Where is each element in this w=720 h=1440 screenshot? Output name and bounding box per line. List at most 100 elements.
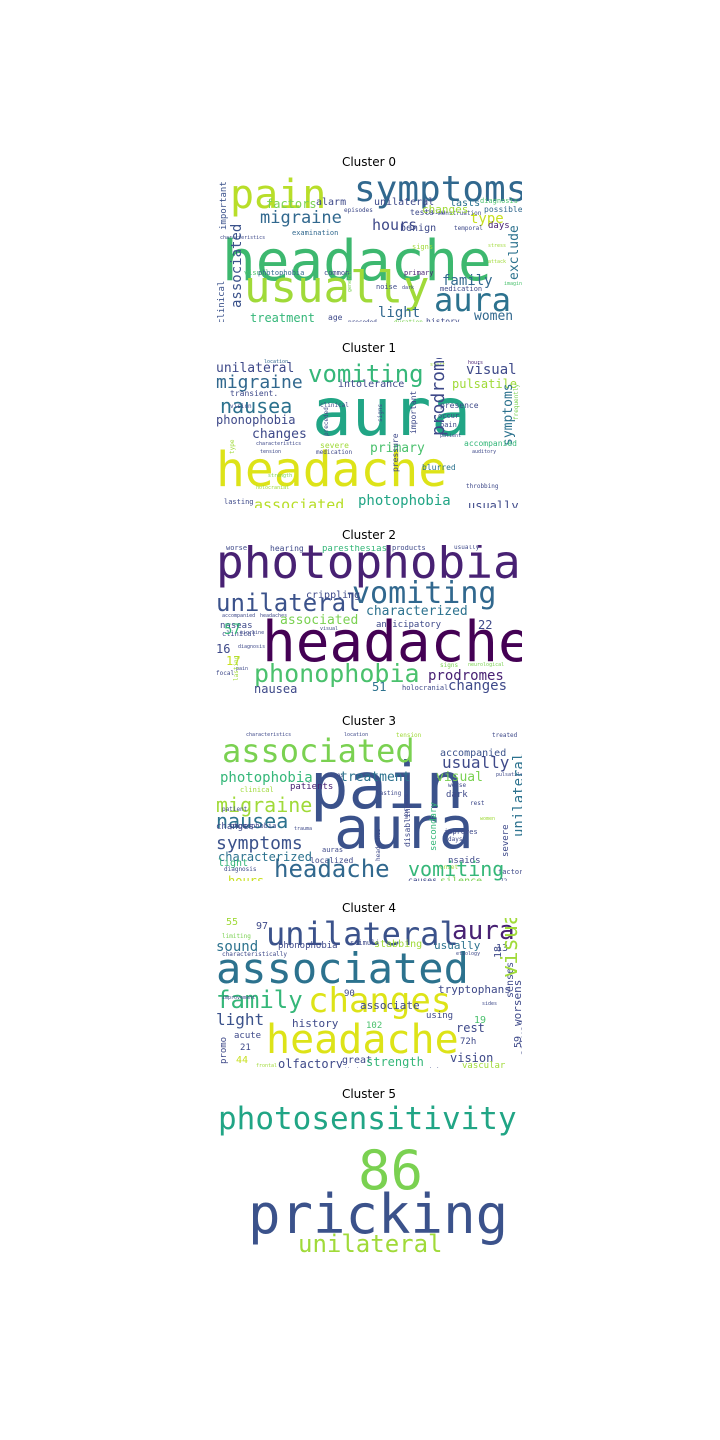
cloud-word: patient <box>440 433 462 439</box>
cluster-title: Cluster 5 <box>341 1087 397 1101</box>
cloud-word: light <box>378 305 421 321</box>
cloud-word: migraine <box>216 372 303 393</box>
cloud-word: auditory <box>472 449 497 455</box>
cloud-word: noise <box>376 283 398 291</box>
cloud-word: 51 <box>372 680 387 694</box>
cloud-word: limiting <box>222 933 251 940</box>
cloud-word: anticipatory <box>376 620 442 630</box>
cloud-word: photophobia <box>358 493 451 508</box>
cloud-word: pulsatile <box>452 377 518 391</box>
cloud-word: hearing <box>270 545 304 553</box>
cloud-word: primary <box>370 441 425 456</box>
cloud-word: hours <box>228 874 265 881</box>
cloud-word: location <box>344 732 369 738</box>
cloud-word: changes <box>422 203 469 216</box>
cloud-word: menstruation <box>438 210 482 217</box>
cloud-word: usually <box>442 753 510 772</box>
cloud-word: vomiting <box>308 360 424 388</box>
cloud-word: severe <box>501 824 511 857</box>
cloud-word: intolerance <box>338 379 405 390</box>
wordcloud-panel: photophobia worse hearing paresthesias produ… <box>216 545 522 695</box>
cloud-word: great <box>342 1055 373 1066</box>
cloud-word: aura <box>434 281 512 319</box>
cloud-word: tryptophans <box>438 983 511 996</box>
cloud-word: focal <box>216 670 235 677</box>
cloud-word: products <box>392 545 426 552</box>
cloud-word: strength <box>268 473 293 479</box>
cloud-word: unilateral <box>298 1230 443 1254</box>
cloud-word: worse <box>226 545 248 552</box>
cloud-word: lasting <box>233 655 240 681</box>
cloud-word: factors <box>498 868 522 876</box>
cloud-word: characterized <box>218 850 312 864</box>
cloud-word: associate <box>360 999 420 1012</box>
cloud-word: usually <box>454 545 480 551</box>
cloud-word: tension <box>396 732 422 739</box>
cloud-word: unilateral <box>511 752 522 837</box>
cloud-word: migraine <box>240 630 265 636</box>
cloud-word: headaches <box>260 613 288 619</box>
cloud-word: frequently <box>513 383 520 420</box>
cloud-word: 57 <box>224 622 241 638</box>
cloud-word: olfactory <box>278 1057 344 1068</box>
cloud-word: associated <box>222 732 415 770</box>
cloud-word: unilateral <box>266 918 459 953</box>
cloud-word: photosensitivity <box>218 1104 517 1137</box>
cloud-word: patient <box>222 806 248 813</box>
cloud-word: examination <box>292 229 339 237</box>
cloud-word: 44 <box>236 1055 249 1066</box>
cloud-word: holocranial <box>256 485 290 491</box>
cloud-word: 16 <box>216 642 231 656</box>
cloud-word: pain <box>230 172 327 218</box>
cloud-word: crippling <box>306 590 361 601</box>
cloud-word: associated <box>229 223 245 308</box>
cloud-word: changes <box>252 427 307 442</box>
cloud-word: women <box>480 816 496 822</box>
cloud-word: causes <box>408 876 437 882</box>
cloud-word: pricking <box>248 1183 509 1246</box>
cloud-word: characteristically <box>222 951 288 958</box>
cloud-word: silence <box>440 877 482 882</box>
cloud-word: headache <box>266 1017 459 1063</box>
cloud-word: pain <box>440 421 457 429</box>
cloud-word: phonophobia <box>278 941 338 951</box>
cloud-word: 19 <box>474 1015 487 1026</box>
cloud-word: phonophobia <box>254 659 420 688</box>
cloud-word: dark <box>402 285 415 291</box>
cloud-word: stabbing <box>374 939 423 950</box>
cloud-word: characteristics <box>256 441 302 447</box>
cloud-word: tests <box>410 208 435 217</box>
cloud-word: stimuli <box>350 939 380 947</box>
cloud-word: stress <box>488 243 507 249</box>
cloud-word: type <box>470 211 504 227</box>
cloud-word: headache <box>216 442 448 498</box>
cloud-word: nsaids <box>448 856 481 866</box>
cluster-title: Cluster 0 <box>341 155 397 169</box>
cloud-word: clinical <box>240 786 274 794</box>
cloud-word: start <box>430 362 446 368</box>
cluster-title: Cluster 3 <box>341 714 397 728</box>
cloud-word: signs <box>412 243 434 251</box>
cluster-title: Cluster 2 <box>341 528 397 542</box>
cloud-word: light <box>218 858 249 869</box>
cloud-word: important <box>409 390 418 434</box>
cloud-word: 86 <box>358 1139 424 1202</box>
cloud-word: sides <box>482 1001 498 1007</box>
cloud-word: migraine <box>216 793 313 817</box>
cloud-word: promo <box>219 1036 229 1064</box>
cloud-word: days <box>488 221 510 231</box>
cloud-word: unilateral <box>216 589 361 617</box>
cloud-word: treatment <box>340 770 411 785</box>
cloud-word: preceded <box>348 320 377 323</box>
wordcloud-panel: headache pain symptoms usually aura migraine h… <box>216 172 522 322</box>
cloud-word: light <box>216 1010 265 1029</box>
cloud-word: accompanied <box>464 439 517 448</box>
cloud-word: treatment <box>250 311 316 322</box>
cloud-word: 72 <box>500 879 507 882</box>
cloud-word: hours <box>468 360 484 366</box>
cloud-word: etiology <box>456 951 481 957</box>
cloud-word: nausea <box>220 394 293 418</box>
cloud-word: associated <box>216 944 469 993</box>
cluster-title: Cluster 1 <box>341 341 397 355</box>
